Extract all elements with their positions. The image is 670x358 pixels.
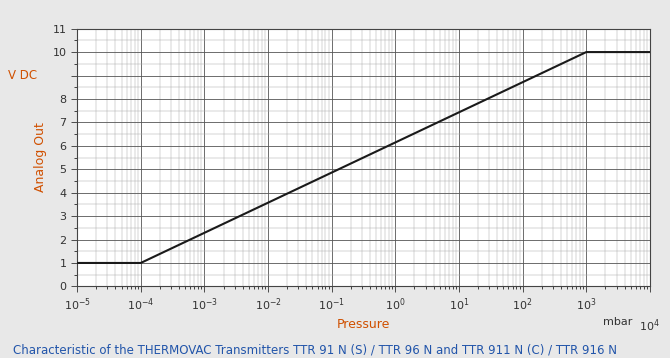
Text: mbar: mbar — [604, 317, 632, 327]
Text: $10^{4}$: $10^{4}$ — [639, 317, 661, 334]
Text: V DC: V DC — [8, 69, 37, 82]
Text: Characteristic of the THERMOVAC Transmitters TTR 91 N (S) / TTR 96 N and TTR 911: Characteristic of the THERMOVAC Transmit… — [13, 343, 617, 356]
Y-axis label: Analog Out: Analog Out — [34, 122, 47, 193]
X-axis label: Pressure: Pressure — [337, 318, 390, 330]
